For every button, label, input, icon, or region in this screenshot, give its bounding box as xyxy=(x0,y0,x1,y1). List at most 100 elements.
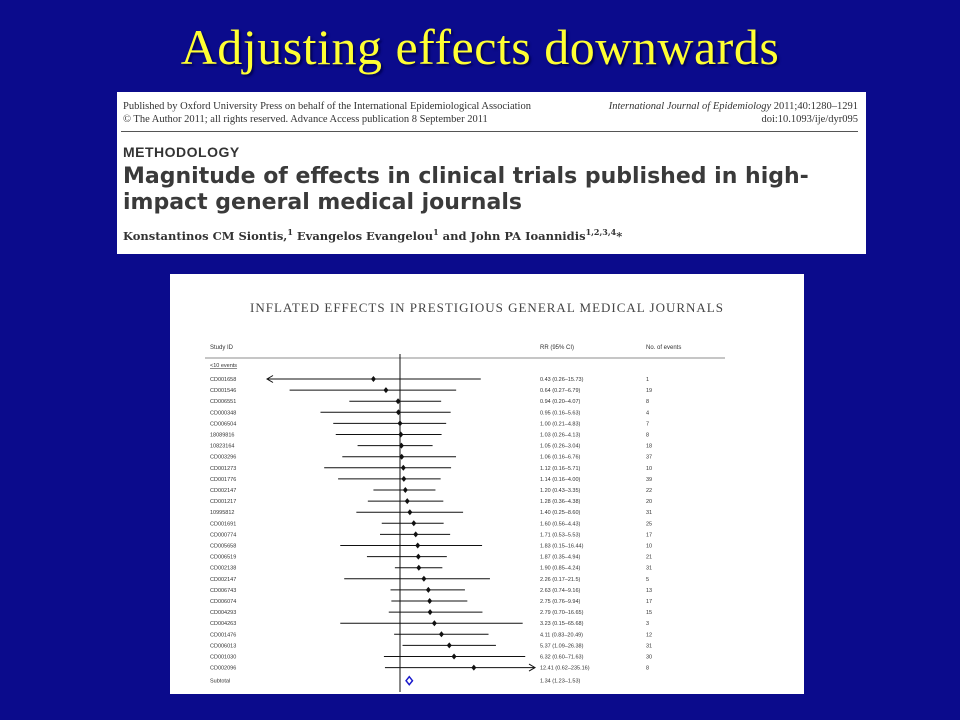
effect-text-22: 3.23 (0.15–65.68) xyxy=(540,621,584,627)
study-id-22: CD004263 xyxy=(210,621,236,627)
point-estimate-15 xyxy=(415,542,421,549)
author-3-affil: 1,2,3,4 xyxy=(585,227,617,237)
effect-text-25: 6.32 (0.60–71.63) xyxy=(540,655,584,661)
publisher-line-1: Published by Oxford University Press on … xyxy=(123,101,531,112)
study-id-20: CD006074 xyxy=(210,599,236,605)
slide-title: Adjusting effects downwards xyxy=(180,19,780,75)
point-estimate-25 xyxy=(451,653,457,660)
effect-text-2: 0.94 (0.20–4.07) xyxy=(540,399,581,405)
effect-text-11: 1.28 (0.36–4.38) xyxy=(540,499,581,505)
study-id-2: CD006551 xyxy=(210,399,236,405)
study-id-19: CD006743 xyxy=(210,588,236,594)
effect-text-15: 1.83 (0.15–16.44) xyxy=(540,544,584,550)
author-3: and John PA Ioannidis xyxy=(438,228,586,243)
study-id-23: CD001476 xyxy=(210,632,236,638)
point-estimate-9 xyxy=(401,475,407,482)
study-id-7: CD003296 xyxy=(210,455,236,461)
group-label: <10 events xyxy=(210,363,237,369)
publisher-info: Published by Oxford University Press on … xyxy=(123,100,531,126)
journal-name: International Journal of Epidemiology xyxy=(608,101,772,112)
point-estimate-17 xyxy=(416,564,422,571)
author-1: Konstantinos CM Siontis, xyxy=(123,228,288,243)
study-id-17: CD002138 xyxy=(210,566,236,572)
events-8: 10 xyxy=(646,466,652,472)
study-id-21: CD004293 xyxy=(210,610,236,616)
author-2-affil: 1 xyxy=(433,227,439,237)
events-13: 25 xyxy=(646,521,652,527)
events-9: 39 xyxy=(646,477,652,483)
effect-text-18: 2.26 (0.17–21.5) xyxy=(540,577,581,583)
effect-text-9: 1.14 (0.16–4.00) xyxy=(540,477,581,483)
point-estimate-4 xyxy=(397,420,403,427)
doi: doi:10.1093/ije/dyr095 xyxy=(761,114,858,125)
events-6: 18 xyxy=(646,444,652,450)
header-events: No. of events xyxy=(646,345,681,351)
events-11: 20 xyxy=(646,499,652,505)
study-id-18: CD002147 xyxy=(210,577,236,583)
point-estimate-16 xyxy=(415,553,421,560)
effect-text-20: 2.75 (0.76–9.94) xyxy=(540,599,581,605)
events-22: 3 xyxy=(646,621,649,627)
study-id-13: CD001691 xyxy=(210,521,236,527)
point-estimate-6 xyxy=(398,442,404,449)
summary-label: Subtotal xyxy=(210,679,230,685)
effect-text-5: 1.03 (0.26–4.13) xyxy=(540,433,581,439)
effect-text-12: 1.40 (0.25–8.60) xyxy=(540,510,581,516)
point-estimate-18 xyxy=(421,575,427,582)
point-estimate-22 xyxy=(431,620,437,627)
study-id-6: 10823164 xyxy=(210,444,234,450)
study-id-1: CD001546 xyxy=(210,388,236,394)
events-1: 19 xyxy=(646,388,652,394)
events-0: 1 xyxy=(646,377,649,383)
journal-citation: International Journal of Epidemiology 20… xyxy=(609,100,858,126)
author-2: Evangelos Evangelou xyxy=(292,228,434,243)
effect-text-24: 5.37 (1.09–26.38) xyxy=(540,643,584,649)
events-19: 13 xyxy=(646,588,652,594)
effect-text-17: 1.90 (0.85–4.24) xyxy=(540,566,581,572)
events-3: 4 xyxy=(646,410,649,416)
events-5: 8 xyxy=(646,433,649,439)
study-id-16: CD006519 xyxy=(210,555,236,561)
paper-title: Magnitude of effects in clinical trials … xyxy=(123,164,809,215)
header-divider xyxy=(121,131,858,132)
events-12: 31 xyxy=(646,510,652,516)
study-id-15: CD005658 xyxy=(210,544,236,550)
point-estimate-19 xyxy=(425,586,431,593)
study-id-12: 10995812 xyxy=(210,510,234,516)
point-estimate-1 xyxy=(383,387,389,394)
effect-text-19: 2.63 (0.74–9.16) xyxy=(540,588,581,594)
point-estimate-21 xyxy=(427,609,433,616)
section-label: METHODOLOGY xyxy=(123,144,240,160)
ci-arrow-left-0 xyxy=(266,375,274,383)
events-16: 21 xyxy=(646,555,652,561)
paper-authors: Konstantinos CM Siontis, 1 Evangelos Evan… xyxy=(123,227,622,243)
point-estimate-10 xyxy=(402,487,408,493)
events-17: 31 xyxy=(646,566,652,572)
header-study: Study ID xyxy=(210,345,234,351)
effect-text-1: 0.64 (0.27–6.79) xyxy=(540,388,581,394)
events-10: 22 xyxy=(646,488,652,494)
summary-text: 1.34 (1.23–1.53) xyxy=(540,679,581,685)
point-estimate-23 xyxy=(438,631,444,638)
publisher-line-2: © The Author 2011; all rights reserved. … xyxy=(123,114,488,125)
effect-text-14: 1.71 (0.53–5.53) xyxy=(540,532,581,538)
figure-title: INFLATED EFFECTS IN PRESTIGIOUS GENERAL … xyxy=(250,300,724,315)
study-id-26: CD002096 xyxy=(210,666,236,672)
point-estimate-5 xyxy=(398,431,404,438)
events-20: 17 xyxy=(646,599,652,605)
point-estimate-11 xyxy=(404,498,410,505)
study-id-0: CD001658 xyxy=(210,377,236,383)
effect-text-4: 1.00 (0.21–4.83) xyxy=(540,421,581,427)
journal-volume: 2011;40:1280–1291 xyxy=(773,101,858,112)
effect-text-10: 1.20 (0.43–3.35) xyxy=(540,488,581,494)
effect-text-21: 2.79 (0.70–16.65) xyxy=(540,610,584,616)
effect-text-26: 12.41 (0.62–235.16) xyxy=(540,666,590,672)
effect-text-16: 1.87 (0.35–4.94) xyxy=(540,555,581,561)
events-24: 31 xyxy=(646,643,652,649)
events-4: 7 xyxy=(646,421,649,427)
events-23: 12 xyxy=(646,632,652,638)
events-18: 5 xyxy=(646,577,649,583)
events-21: 15 xyxy=(646,610,652,616)
study-id-5: 18089816 xyxy=(210,433,234,439)
study-id-4: CD006504 xyxy=(210,421,236,427)
